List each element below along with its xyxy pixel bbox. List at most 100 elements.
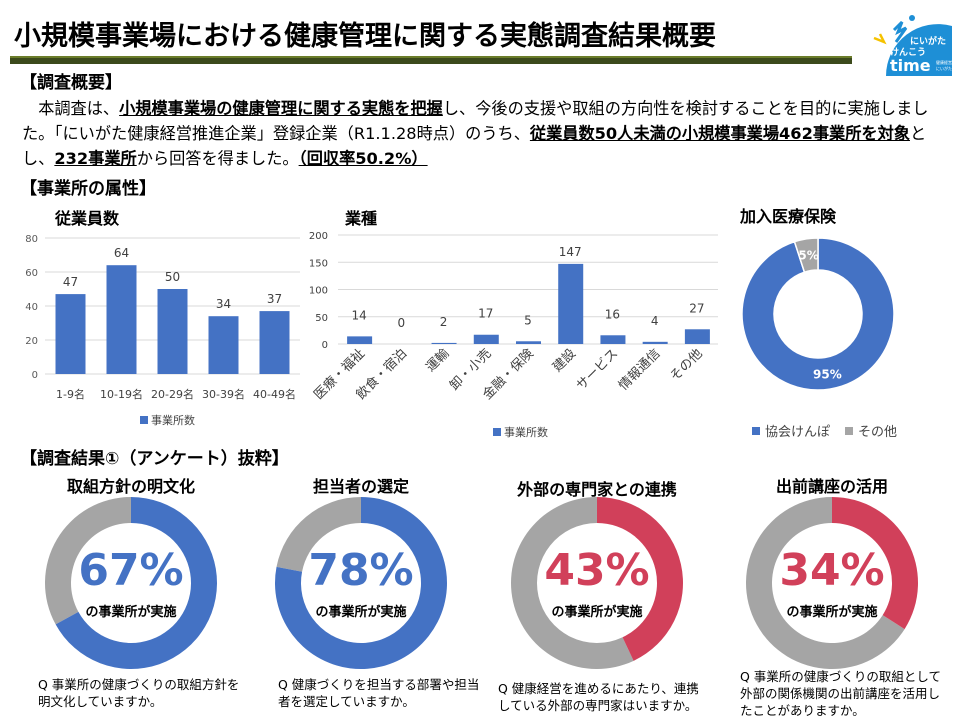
- question-text: Q 事業所の健康づくりの取組方針を明文化していますか。: [38, 677, 240, 709]
- data-label: 16: [605, 307, 620, 321]
- gauge-percent: 78%: [308, 545, 414, 596]
- text: し、今後の支援や取組の方向性を検討することを目的に実施しました。「にいがた健康経…: [22, 99, 929, 143]
- x-tick-label: 運輸: [423, 346, 452, 375]
- svg-text:健康経営: 健康経営: [936, 59, 952, 65]
- bar: [106, 265, 137, 374]
- gauge-value: [55, 497, 218, 669]
- x-tick-label: 40-49名: [253, 387, 296, 401]
- gauge-subtext: の事業所が実施: [315, 605, 407, 620]
- y-tick-label: 40: [25, 302, 38, 313]
- legend-swatch: [845, 426, 854, 435]
- gauge-subtext: の事業所が実施: [786, 605, 878, 620]
- text: から回答を得ました。: [136, 149, 299, 168]
- gauge-subtext: の事業所が実施: [551, 605, 643, 620]
- data-label: 5: [524, 313, 532, 327]
- y-tick-label: 100: [309, 286, 328, 297]
- industry-chart-title: 業種: [345, 209, 378, 228]
- emphasis: 従業員数50人未満の小規模事業場462事業所を対象: [529, 124, 910, 143]
- gauge-title: 担当者の選定: [312, 477, 409, 496]
- svg-text:けんこう: けんこう: [890, 47, 926, 58]
- insurance-legend: 協会けんぽ その他: [752, 421, 897, 440]
- question-text: Q 健康経営を進めるにあたり、連携している外部の専門家はいますか。: [498, 681, 699, 713]
- slice-label: 95%: [813, 367, 842, 381]
- bar: [473, 334, 499, 344]
- question-text: Q 健康づくりを担当する部署や担当者を選定していますか。: [278, 677, 480, 709]
- gauge-title: 外部の専門家との連携: [517, 480, 677, 499]
- text: とし、: [22, 124, 927, 168]
- x-tick-label: 10-19名: [100, 387, 143, 401]
- x-tick-label: 建設: [549, 346, 579, 376]
- x-tick-label: 情報通信: [616, 346, 663, 393]
- gauge-title: 取組方針の明文化: [66, 477, 195, 496]
- bar: [55, 294, 86, 374]
- gauge-percent: 43%: [544, 545, 650, 596]
- overview-paragraph: 本調査は、小規模事業場の健康管理に関する実態を把握し、今後の支援や取組の方向性を…: [22, 96, 952, 171]
- svg-text:にいがた: にいがた: [936, 65, 952, 71]
- bar: [600, 335, 626, 344]
- gauge-subtext: の事業所が実施: [85, 605, 177, 620]
- donut-slice: [741, 237, 895, 391]
- bar: [516, 341, 541, 344]
- y-tick-label: 80: [25, 234, 38, 245]
- gauge-remainder: [745, 497, 905, 669]
- y-tick-label: 0: [32, 370, 38, 381]
- data-label: 34: [216, 297, 231, 311]
- bar: [642, 341, 668, 344]
- bar: [347, 336, 373, 344]
- insurance-chart-title: 加入医療保険: [740, 207, 837, 226]
- bar: [259, 311, 290, 374]
- data-label: 17: [478, 307, 493, 321]
- page-title: 小規模事業場における健康管理に関する実態調査結果概要: [14, 21, 716, 52]
- results-heading: 【調査結果①（アンケート）抜粋】: [20, 449, 289, 469]
- legend-swatch: [140, 416, 148, 424]
- gauge-value: [274, 497, 447, 669]
- legend-label: 協会けんぽ: [765, 425, 831, 440]
- industry-legend: 事業所数: [493, 424, 548, 440]
- gauge-title: 出前講座の活用: [775, 477, 888, 496]
- overview-heading: 【調査概要】: [20, 73, 122, 93]
- data-label: 4: [651, 314, 659, 328]
- legend-label: その他: [858, 425, 898, 440]
- emphasis: （回収率50.2%）: [298, 149, 428, 168]
- question-text: Q 事業所の健康づくりの取組として外部の関係機関の出前講座を活用したことがありま…: [740, 669, 941, 718]
- data-label: 64: [114, 246, 129, 260]
- data-label: 0: [398, 316, 406, 330]
- gauge-remainder: [276, 497, 361, 572]
- logo: にいがた けんこう time 健康経営 にいがた: [868, 8, 958, 80]
- bar: [208, 316, 239, 374]
- x-tick-label: 20-29名: [151, 387, 194, 401]
- y-tick-label: 50: [315, 313, 328, 324]
- y-tick-label: 150: [309, 258, 328, 269]
- bar: [431, 342, 457, 344]
- employees-chart-title: 従業員数: [55, 209, 120, 228]
- x-tick-label: 1-9名: [56, 387, 85, 401]
- gauge-percent: 34%: [779, 545, 885, 596]
- emphasis: 232事業所: [54, 149, 137, 168]
- bar: [157, 289, 188, 374]
- y-tick-label: 200: [309, 231, 328, 242]
- employees-legend: 事業所数: [140, 412, 195, 428]
- legend-label: 事業所数: [151, 414, 195, 427]
- data-label: 147: [559, 245, 582, 259]
- text: 本調査は、: [38, 99, 120, 118]
- data-label: 47: [63, 275, 78, 289]
- slice-label: 5%: [798, 249, 818, 263]
- y-tick-label: 60: [25, 268, 38, 279]
- y-tick-label: 0: [322, 340, 328, 351]
- svg-text:time: time: [890, 56, 931, 75]
- emphasis: 小規模事業場の健康管理に関する実態を把握: [119, 99, 443, 118]
- data-label: 37: [267, 292, 282, 306]
- data-label: 50: [165, 270, 180, 284]
- bar: [558, 263, 584, 344]
- title-underline: [10, 56, 852, 64]
- gauge-remainder: [510, 497, 634, 669]
- gauge-percent: 67%: [78, 545, 184, 596]
- x-tick-label: その他: [668, 346, 706, 384]
- legend-swatch: [493, 428, 501, 436]
- legend-swatch: [752, 426, 760, 435]
- gauge-value: [832, 497, 918, 630]
- gauge-value: [597, 497, 683, 661]
- y-tick-label: 20: [25, 336, 38, 347]
- svg-text:にいがた: にいがた: [910, 35, 946, 47]
- attributes-heading: 【事業所の属性】: [20, 179, 156, 199]
